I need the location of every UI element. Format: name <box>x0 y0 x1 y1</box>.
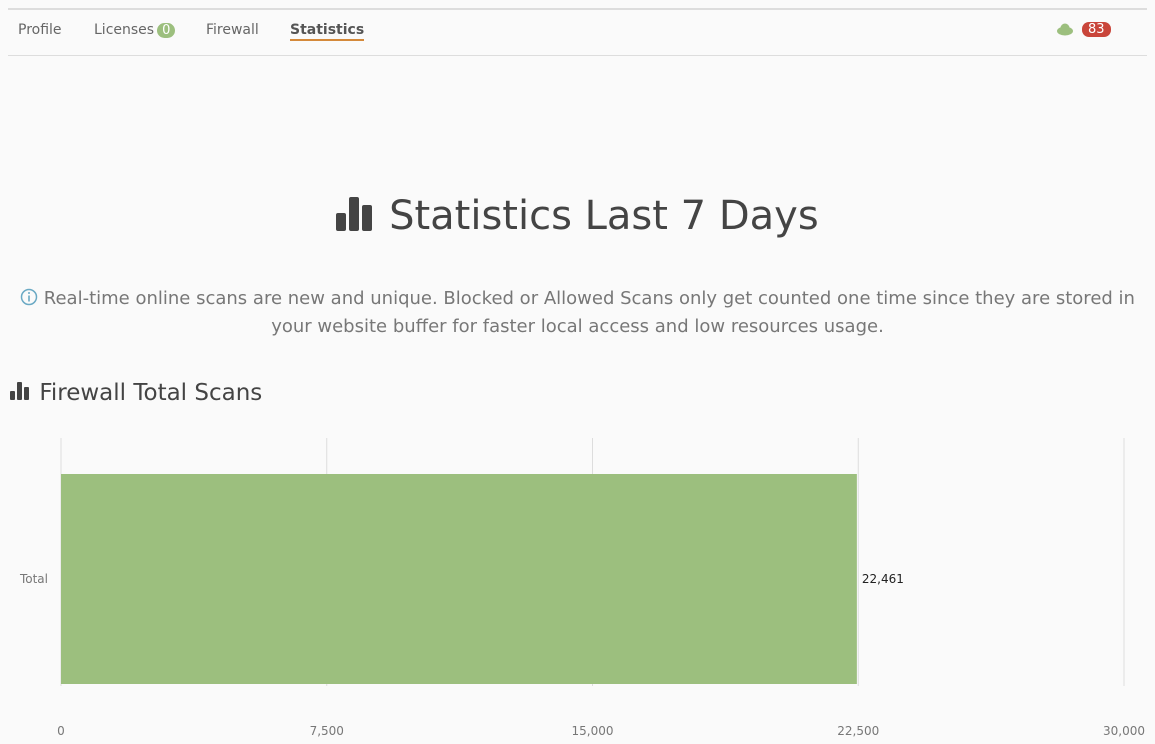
page-title: Statistics Last 7 Days <box>0 193 1155 239</box>
info-note: Real-time online scans are new and uniqu… <box>10 285 1145 341</box>
info-text: Real-time online scans are new and uniqu… <box>43 288 1135 337</box>
title-text: Statistics Last 7 Days <box>389 193 819 239</box>
x-tick-label: 15,000 <box>572 724 614 738</box>
tab-licenses[interactable]: Licenses 0 <box>94 22 176 38</box>
x-tick-label: 7,500 <box>310 724 344 738</box>
x-tick-label: 0 <box>57 724 65 738</box>
tab-bar: Profile Licenses 0 Firewall Statistics 83 <box>8 8 1147 56</box>
info-icon <box>20 288 38 306</box>
licenses-count-badge: 0 <box>157 23 176 38</box>
cloud-count-badge: 83 <box>1082 22 1111 37</box>
section-title: Firewall Total Scans <box>10 380 262 406</box>
bar-value-label: 22,461 <box>862 572 904 586</box>
bar <box>61 474 857 684</box>
bar-chart-icon <box>336 197 373 231</box>
firewall-scans-chart: 0 7,500 15,000 22,500 30,000 Total 22,461 <box>19 438 1145 738</box>
x-tick-label: 22,500 <box>837 724 879 738</box>
tab-profile[interactable]: Profile <box>18 22 62 38</box>
bar-chart-icon <box>10 382 29 400</box>
tab-firewall[interactable]: Firewall <box>206 22 259 38</box>
y-category-label: Total <box>19 572 48 586</box>
x-tick-label: 30,000 <box>1103 724 1145 738</box>
section-title-text: Firewall Total Scans <box>39 380 263 406</box>
cloud-icon <box>1057 23 1073 36</box>
tab-label: Licenses <box>94 22 155 38</box>
tab-statistics[interactable]: Statistics <box>290 22 365 41</box>
